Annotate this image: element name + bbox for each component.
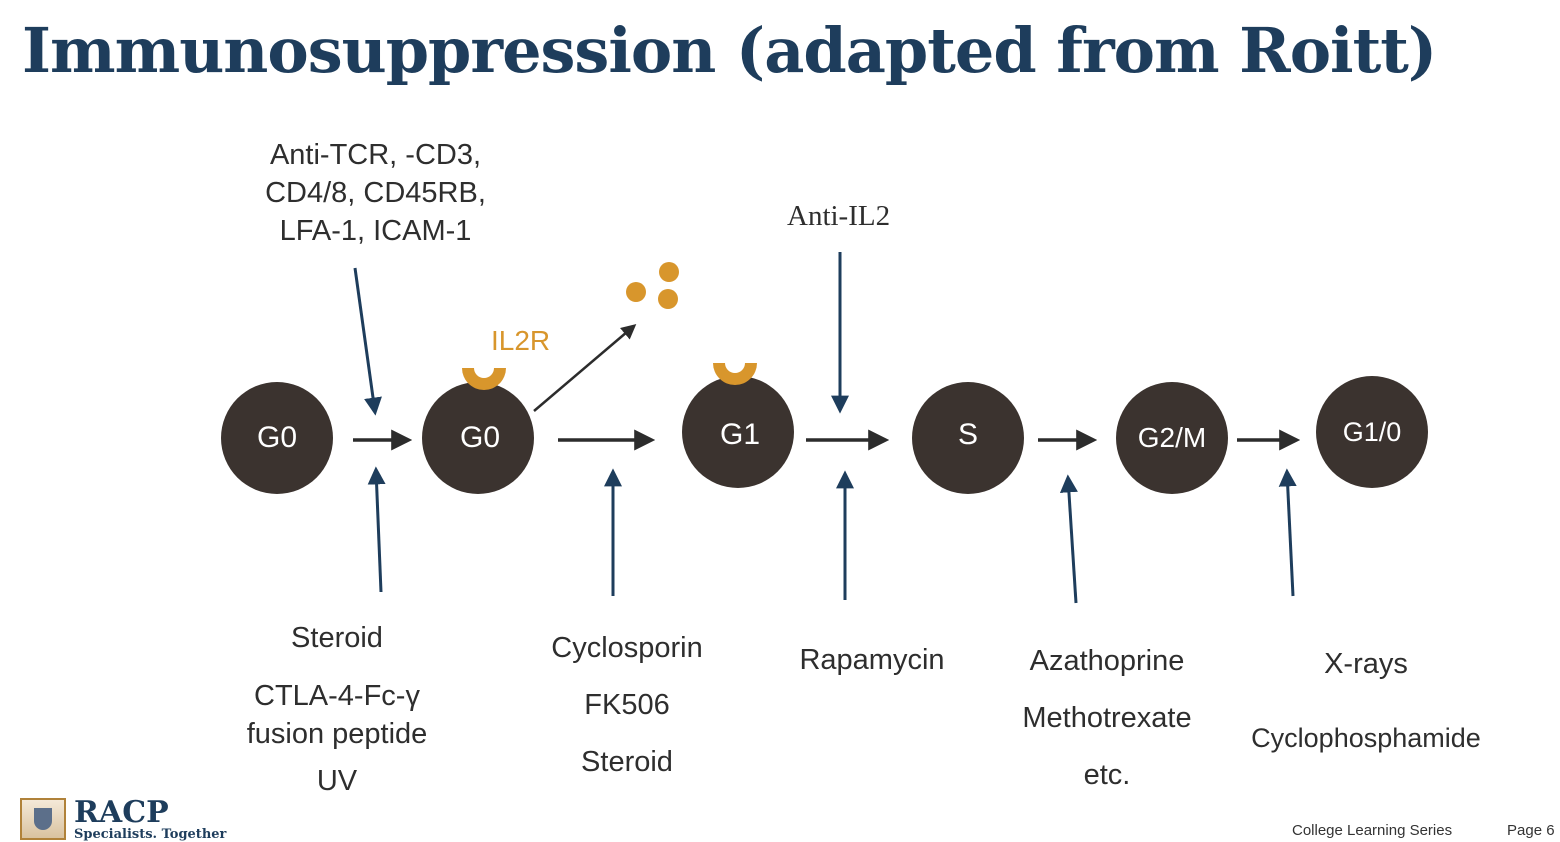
label-line: UV bbox=[316, 765, 358, 797]
label-group-cyclosporin: Cyclosporin FK506 Steroid bbox=[527, 620, 727, 791]
label-line: Steroid bbox=[291, 622, 383, 654]
label-line: CD4/8, CD45RB, bbox=[265, 177, 486, 209]
cell-g0-second bbox=[422, 382, 534, 494]
node-label-s: S bbox=[957, 418, 978, 451]
logo-tagline: Specialists. Together bbox=[74, 827, 227, 842]
label-line: fusion peptide bbox=[246, 718, 428, 750]
label-anti-tcr: Anti-TCR, -CD3, CD4/8, CD45RB, LFA-1, IC… bbox=[253, 136, 498, 250]
racp-logo: RACP Specialists. Together bbox=[20, 798, 226, 842]
node-label-g0: G0 bbox=[256, 421, 298, 454]
node-label-g1: G1 bbox=[719, 418, 761, 451]
node-label-g10: G1/0 bbox=[1342, 417, 1402, 447]
label-line: Cyclosporin bbox=[551, 632, 703, 664]
label-line: Anti-TCR, -CD3, bbox=[269, 139, 482, 171]
il2-receptor-icon bbox=[713, 363, 757, 385]
label-group-xrays: X-rays Cyclophosphamide bbox=[1235, 645, 1497, 757]
cell-g1 bbox=[682, 376, 794, 488]
il2-receptor-icon bbox=[462, 368, 506, 390]
label-line: CTLA-4-Fc-γ bbox=[254, 680, 420, 712]
footer-series: College Learning Series bbox=[1292, 822, 1453, 839]
block-arrow-azathioprine bbox=[1059, 474, 1078, 604]
node-label-g2m: G2/M bbox=[1137, 422, 1207, 453]
label-group-rapamycin: Rapamycin bbox=[772, 641, 972, 679]
logo-name: RACP bbox=[74, 795, 169, 830]
label-line: etc. bbox=[1083, 759, 1131, 791]
label-line: FK506 bbox=[584, 689, 670, 721]
label-line: Methotrexate bbox=[1022, 702, 1192, 734]
label-il2r: IL2R bbox=[491, 325, 551, 356]
label-line: Steroid bbox=[581, 746, 673, 778]
cell-g2m bbox=[1116, 382, 1228, 494]
crest-icon bbox=[20, 798, 66, 840]
label-group-azathioprine: Azathoprine Methotrexate etc. bbox=[1002, 633, 1212, 804]
label-line: LFA-1, ICAM-1 bbox=[279, 215, 472, 247]
block-arrow-xrays bbox=[1278, 468, 1297, 597]
il2-molecule-icon bbox=[626, 282, 646, 302]
cell-g0-first bbox=[221, 382, 333, 494]
label-anti-il2: Anti-IL2 bbox=[787, 200, 891, 232]
il2-molecule-icon bbox=[658, 289, 678, 309]
block-arrow-anti-tcr bbox=[353, 267, 382, 416]
label-line: Cyclophosphamide bbox=[1251, 723, 1481, 753]
cell-s bbox=[912, 382, 1024, 494]
node-label-g0: G0 bbox=[459, 421, 501, 454]
cell-g10 bbox=[1316, 376, 1428, 488]
block-arrow-steroid bbox=[367, 466, 386, 593]
footer-page-number: Page 6 bbox=[1507, 822, 1555, 839]
label-line: X-rays bbox=[1324, 648, 1408, 680]
label-group-steroid: Steroid CTLA-4-Fc-γ fusion peptide UV bbox=[217, 610, 457, 810]
slide-title: Immunosuppression (adapted from Roitt) bbox=[22, 14, 1437, 87]
label-line: Azathoprine bbox=[1029, 645, 1185, 677]
secretion-arrow bbox=[533, 324, 637, 412]
il2-molecule-icon bbox=[659, 262, 679, 282]
label-line: Rapamycin bbox=[799, 644, 945, 676]
